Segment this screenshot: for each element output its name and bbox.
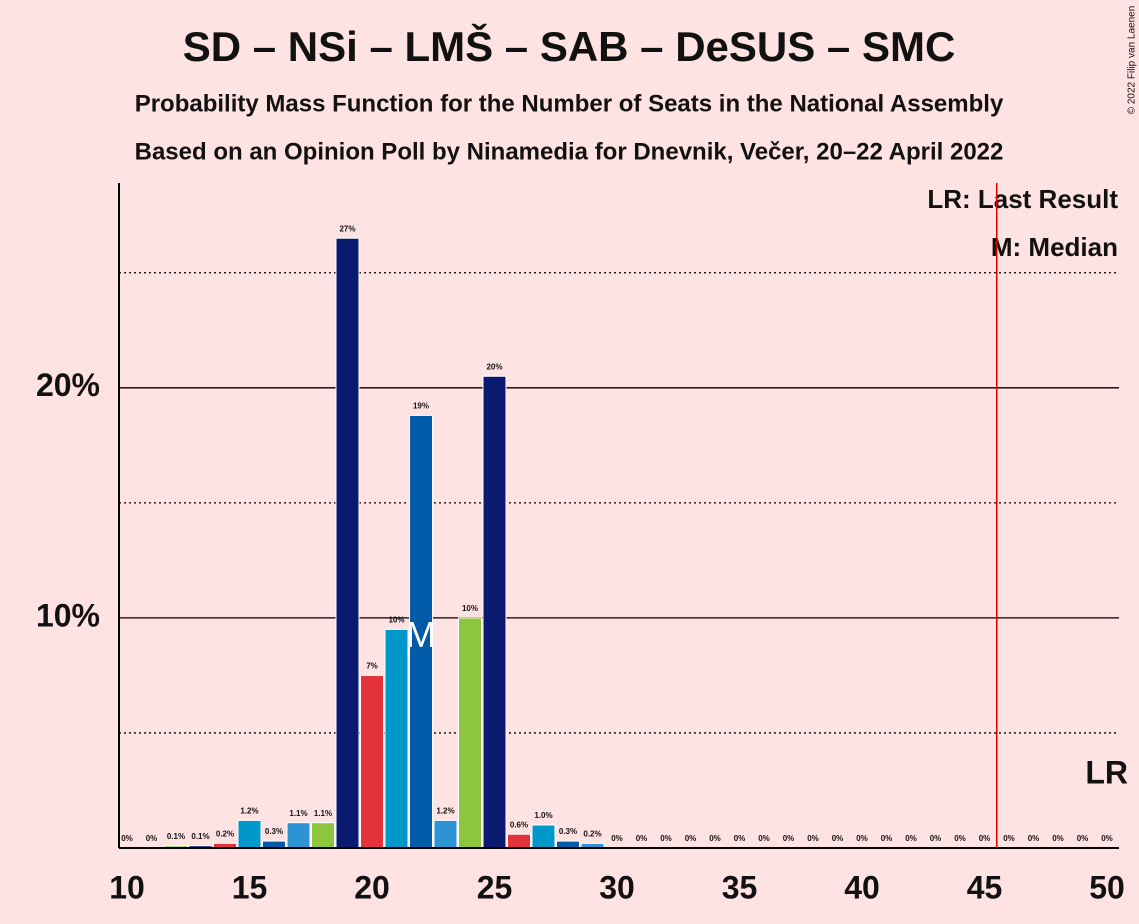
value-label: 0%: [758, 834, 770, 843]
value-label: 0%: [660, 834, 672, 843]
bar: [458, 617, 482, 849]
x-tick-label: 40: [844, 869, 880, 905]
bar: [237, 819, 262, 849]
value-label: 0%: [807, 834, 819, 843]
value-label: 0%: [734, 834, 746, 843]
chart-title: SD – NSi – LMŠ – SAB – DeSUS – SMC: [183, 22, 956, 70]
bar: [335, 237, 360, 849]
value-label: 0%: [121, 834, 133, 843]
x-tick-label: 45: [967, 869, 1003, 905]
bar: [384, 628, 409, 849]
value-label: 0%: [709, 834, 721, 843]
x-tick-label: 25: [477, 869, 513, 905]
value-label: 0%: [856, 834, 868, 843]
value-label: 0.2%: [216, 830, 234, 839]
median-marker: M: [406, 614, 436, 655]
value-label: 10%: [462, 604, 478, 613]
value-label: 1.1%: [289, 809, 307, 818]
chart-subtitle: Probability Mass Function for the Number…: [135, 90, 1004, 117]
value-label: 0%: [636, 834, 648, 843]
value-label: 0%: [905, 834, 917, 843]
value-label: 0%: [979, 834, 991, 843]
x-tick-label: 30: [599, 869, 635, 905]
value-label: 0%: [1003, 834, 1015, 843]
bar: [311, 822, 335, 849]
value-label: 1.0%: [534, 811, 552, 820]
value-label: 0%: [1077, 834, 1089, 843]
value-label: 1.2%: [240, 806, 258, 815]
y-tick-label: 10%: [36, 597, 100, 633]
bar: [556, 840, 580, 849]
bar: [482, 375, 507, 849]
legend-lr: LR: Last Result: [927, 184, 1118, 214]
value-label: 10%: [388, 616, 404, 625]
x-tick-label: 35: [722, 869, 758, 905]
value-label: 0%: [1052, 834, 1064, 843]
y-tick-label: 20%: [36, 367, 100, 403]
x-tick-label: 15: [232, 869, 268, 905]
value-label: 0%: [832, 834, 844, 843]
value-label: 0.1%: [191, 832, 209, 841]
copyright: © 2022 Filip van Laenen: [1127, 6, 1138, 115]
x-tick-label: 10: [109, 869, 145, 905]
value-label: 27%: [339, 224, 355, 233]
value-label: 7%: [366, 662, 378, 671]
bar: [286, 822, 311, 849]
value-label: 0.3%: [559, 827, 577, 836]
value-label: 0%: [1028, 834, 1040, 843]
bar: [531, 824, 556, 849]
value-label: 0%: [611, 834, 623, 843]
value-label: 19%: [413, 402, 429, 411]
x-tick-label: 50: [1089, 869, 1125, 905]
bar: [262, 840, 286, 849]
chart-subtitle: Based on an Opinion Poll by Ninamedia fo…: [135, 138, 1004, 165]
value-label: 0%: [1101, 834, 1113, 843]
value-label: 0.2%: [583, 830, 601, 839]
value-label: 0%: [954, 834, 966, 843]
bar: [507, 833, 531, 849]
value-label: 0%: [881, 834, 893, 843]
value-label: 1.2%: [436, 806, 454, 815]
bar: [433, 819, 458, 849]
legend-median: M: Median: [991, 232, 1118, 262]
value-label: 0%: [146, 834, 158, 843]
value-label: 0.3%: [265, 827, 283, 836]
lr-label: LR: [1085, 754, 1128, 790]
value-label: 0.6%: [510, 820, 528, 829]
x-tick-label: 20: [354, 869, 390, 905]
value-label: 0%: [930, 834, 942, 843]
value-label: 20%: [486, 362, 502, 371]
value-label: 0.1%: [167, 832, 185, 841]
value-label: 0%: [685, 834, 697, 843]
bar: [360, 674, 384, 849]
value-label: 0%: [783, 834, 795, 843]
value-label: 1.1%: [314, 809, 332, 818]
